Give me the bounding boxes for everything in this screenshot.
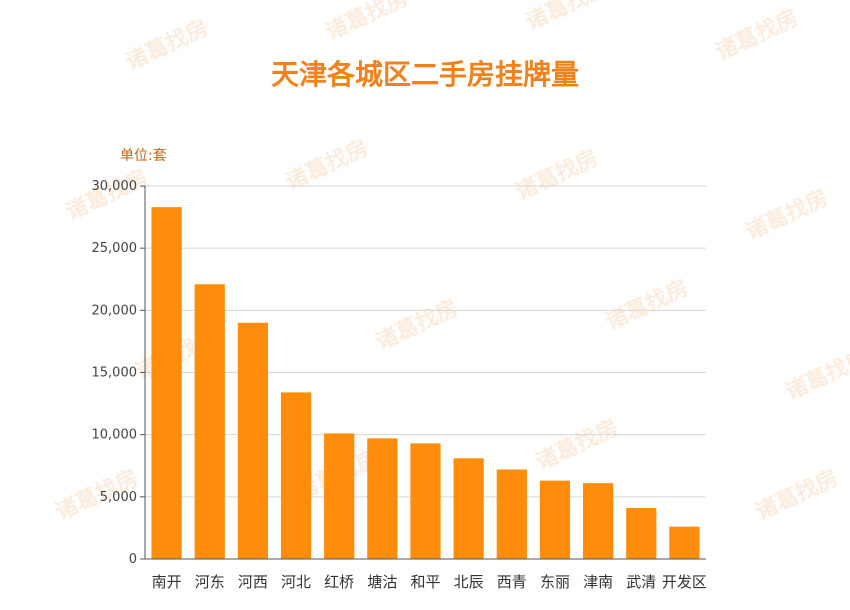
y-tick-label: 15,000 (92, 366, 138, 381)
bar (496, 469, 527, 559)
bar (280, 392, 312, 559)
bar (669, 526, 700, 559)
x-tick-label: 南开 (152, 573, 182, 591)
watermark-text: 诸葛找房 (62, 165, 153, 226)
x-tick-label: 塘沽 (367, 573, 397, 591)
bar (539, 480, 571, 559)
bars (151, 207, 700, 560)
x-tick-label: 开发区 (662, 573, 707, 591)
y-tick-label: 0 (129, 552, 137, 567)
bar (151, 207, 182, 560)
y-axis-ticks: 0 5,000 10,000 15,000 20,000 25,000 30,000 (92, 179, 145, 567)
watermark-text: 诸葛找房 (752, 465, 843, 526)
y-tick-label: 30,000 (92, 179, 138, 194)
watermark-text: 诸葛找房 (602, 275, 693, 336)
bar (237, 322, 268, 559)
watermark-text: 诸葛找房 (782, 345, 850, 406)
bar (626, 508, 657, 559)
bar (583, 483, 614, 559)
x-axis-ticks: 南开 河东 河西 河北 红桥 塘沽 和平 北辰 西青 东丽 津南 武清 开发区 (152, 573, 707, 591)
y-tick-label: 10,000 (92, 428, 138, 443)
y-tick-label: 5,000 (100, 490, 137, 505)
bar (194, 284, 225, 559)
x-tick-label: 津南 (583, 573, 613, 591)
x-tick-label: 和平 (410, 573, 440, 591)
x-tick-label: 西青 (497, 573, 527, 591)
watermark-text: 诸葛找房 (712, 5, 803, 66)
x-tick-label: 河西 (238, 573, 268, 591)
x-tick-label: 红桥 (324, 573, 354, 591)
bar (453, 458, 484, 559)
watermark-text: 诸葛找房 (532, 415, 623, 476)
y-axis-unit-label: 单位:套 (120, 148, 167, 164)
x-tick-label: 北辰 (454, 573, 484, 591)
x-tick-label: 武清 (626, 573, 656, 591)
x-tick-label: 东丽 (540, 573, 570, 591)
bar (410, 443, 441, 559)
x-tick-label: 河北 (281, 573, 311, 591)
watermark-text: 诸葛找房 (522, 0, 613, 35)
chart-title: 天津各城区二手房挂牌量 (271, 58, 579, 91)
bar (324, 433, 355, 559)
y-tick-label: 20,000 (92, 303, 138, 318)
y-tick-label: 25,000 (92, 241, 138, 256)
watermark-text: 诸葛找房 (742, 185, 833, 246)
watermark-text: 诸葛找房 (122, 15, 213, 76)
watermark-text: 诸葛找房 (322, 0, 413, 45)
watermark-text: 诸葛找房 (372, 295, 463, 356)
watermark-text: 诸葛找房 (512, 145, 603, 206)
x-tick-label: 河东 (195, 573, 225, 591)
bar (367, 438, 398, 559)
